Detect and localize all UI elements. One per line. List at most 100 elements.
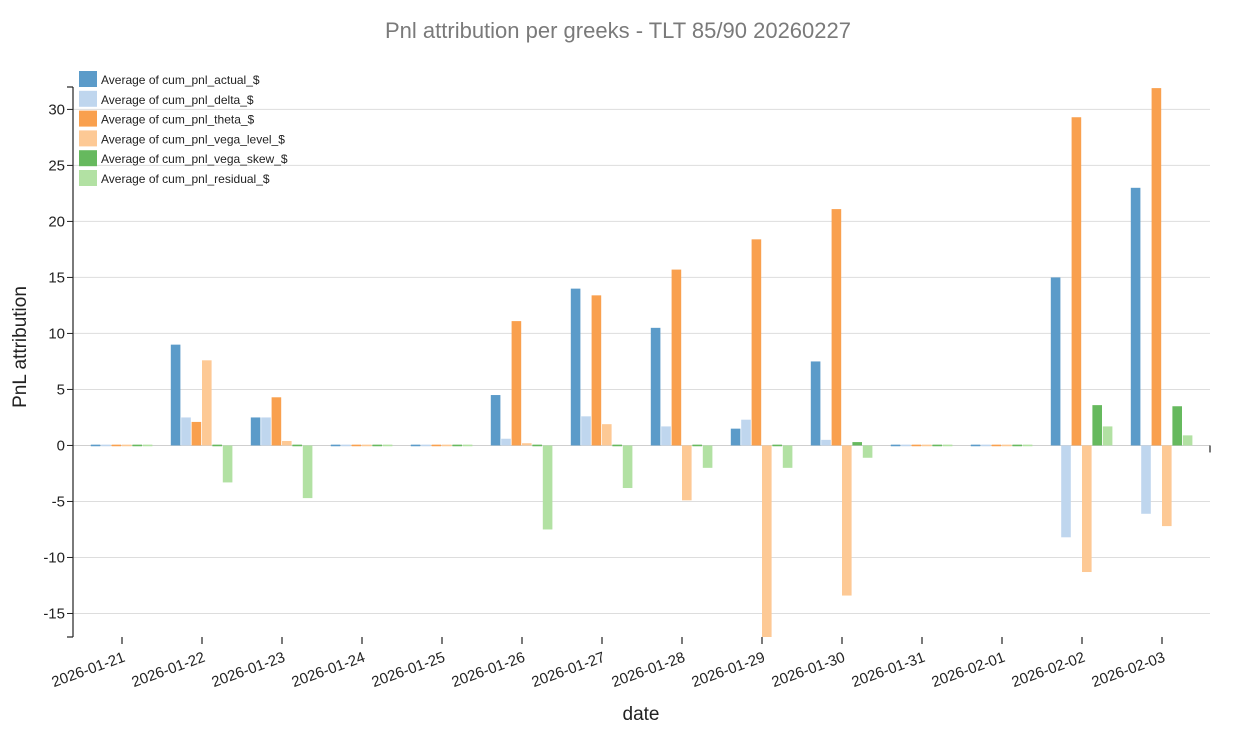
y-axis-label: PnL attribution bbox=[10, 286, 31, 408]
x-tick-label: 2026-01-28 bbox=[609, 649, 687, 691]
y-tick-label: 25 bbox=[48, 157, 65, 174]
bar bbox=[602, 424, 612, 446]
bar bbox=[292, 444, 302, 447]
bar bbox=[362, 444, 372, 447]
bar bbox=[372, 444, 382, 447]
bar bbox=[1002, 444, 1012, 447]
bar bbox=[821, 439, 831, 446]
x-tick-label: 2026-01-26 bbox=[449, 649, 527, 691]
legend-swatch bbox=[79, 90, 97, 107]
bar bbox=[382, 444, 393, 447]
bar bbox=[970, 444, 981, 447]
legend-label: Average of cum_pnl_theta_$ bbox=[101, 113, 255, 127]
x-tick-label: 2026-02-02 bbox=[1009, 649, 1087, 691]
bar bbox=[661, 426, 671, 446]
chart-title: Pnl attribution per greeks - TLT 85/90 2… bbox=[385, 18, 851, 43]
y-tick-label: 10 bbox=[48, 325, 65, 342]
bar bbox=[1141, 445, 1151, 514]
bar bbox=[542, 445, 553, 530]
bar bbox=[421, 444, 431, 447]
bar bbox=[650, 327, 661, 446]
bar bbox=[302, 445, 313, 499]
bar bbox=[581, 416, 591, 446]
bar bbox=[1012, 444, 1022, 447]
legend-swatch bbox=[79, 110, 97, 127]
bar bbox=[862, 445, 873, 458]
y-tick-label: 5 bbox=[57, 381, 65, 398]
bar bbox=[1050, 277, 1061, 446]
bar bbox=[622, 445, 633, 489]
bar bbox=[250, 417, 261, 446]
bar bbox=[511, 321, 522, 446]
x-tick-label: 2026-01-21 bbox=[49, 649, 127, 691]
bar bbox=[462, 444, 473, 447]
x-axis-label: date bbox=[623, 704, 660, 725]
x-tick-label: 2026-01-29 bbox=[689, 649, 767, 691]
bar bbox=[570, 288, 581, 446]
bar bbox=[842, 445, 852, 596]
bar bbox=[1151, 88, 1162, 446]
bar bbox=[1092, 405, 1102, 446]
legend: Average of cum_pnl_actual_$ Average of cu… bbox=[79, 71, 288, 186]
bar bbox=[431, 444, 442, 447]
bar bbox=[922, 444, 932, 447]
bar bbox=[271, 397, 282, 446]
x-tick-label: 2026-01-27 bbox=[529, 649, 607, 691]
bar bbox=[911, 444, 922, 447]
bar bbox=[932, 444, 942, 447]
x-tick-label: 2026-01-25 bbox=[369, 649, 447, 691]
bar bbox=[730, 428, 741, 446]
y-tick-label: 20 bbox=[48, 213, 65, 230]
bar bbox=[1082, 445, 1092, 573]
bar bbox=[170, 344, 181, 446]
bar bbox=[831, 209, 842, 446]
bar bbox=[671, 269, 682, 446]
bar bbox=[501, 438, 511, 446]
bar bbox=[852, 442, 862, 446]
x-tick-label: 2026-02-01 bbox=[929, 649, 1007, 691]
bar bbox=[782, 445, 793, 468]
bar bbox=[1172, 406, 1182, 446]
bar bbox=[261, 417, 271, 446]
bar bbox=[981, 444, 991, 447]
legend-label: Average of cum_pnl_vega_level_$ bbox=[101, 132, 285, 146]
legend-label: Average of cum_pnl_residual_$ bbox=[101, 172, 270, 186]
bar bbox=[532, 444, 542, 447]
bar bbox=[1061, 445, 1071, 538]
bar bbox=[1162, 445, 1172, 527]
legend-label: Average of cum_pnl_delta_$ bbox=[101, 93, 254, 107]
x-tick-label: 2026-01-22 bbox=[129, 649, 207, 691]
x-tick-label: 2026-01-23 bbox=[209, 649, 287, 691]
bar bbox=[442, 444, 452, 447]
bar bbox=[410, 444, 421, 447]
bar bbox=[212, 444, 222, 447]
bar bbox=[890, 444, 901, 447]
bar bbox=[612, 444, 622, 447]
bar bbox=[522, 443, 532, 446]
bar bbox=[222, 445, 233, 483]
bar bbox=[1182, 435, 1193, 446]
bar bbox=[132, 444, 142, 447]
bar bbox=[901, 444, 911, 447]
y-tick-label: 0 bbox=[57, 437, 65, 454]
bar bbox=[762, 445, 772, 637]
legend-swatch bbox=[79, 71, 97, 87]
bar bbox=[101, 444, 111, 447]
bar bbox=[202, 360, 212, 446]
bar bbox=[452, 444, 462, 447]
bar bbox=[692, 444, 702, 447]
bar bbox=[351, 444, 362, 447]
legend-swatch bbox=[79, 150, 97, 167]
bar bbox=[330, 444, 341, 447]
bar bbox=[490, 395, 501, 446]
bar bbox=[772, 444, 782, 447]
bar bbox=[111, 444, 122, 447]
y-tick-label: -15 bbox=[43, 605, 65, 622]
bar bbox=[591, 295, 602, 446]
bar bbox=[741, 419, 751, 446]
bar bbox=[682, 445, 692, 501]
bar bbox=[142, 444, 153, 447]
bar bbox=[341, 444, 351, 447]
